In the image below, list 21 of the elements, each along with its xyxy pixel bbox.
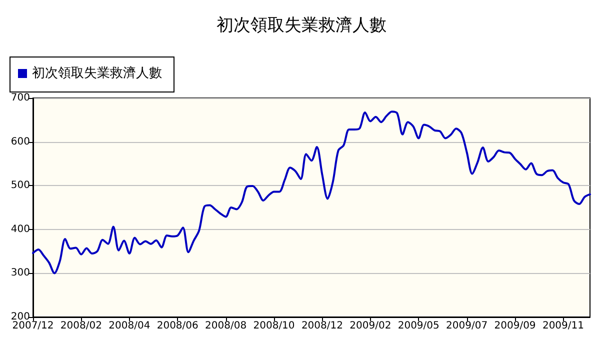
x-tick-label: 2009/11	[542, 320, 584, 332]
x-tick-label: 2009/05	[398, 320, 440, 332]
x-tick-label: 2007/12	[12, 320, 54, 332]
x-tick-label: 2008/12	[301, 320, 343, 332]
x-tick-label: 2009/07	[446, 320, 488, 332]
y-tick-label: 300	[10, 268, 30, 279]
x-tick-label: 2009/09	[494, 320, 536, 332]
x-tick-label: 2009/02	[350, 320, 392, 332]
y-tick-label: 200	[10, 312, 30, 322]
x-tick-label: 2008/06	[156, 320, 198, 332]
y-tick-label: 700	[10, 92, 30, 104]
legend-label: 初次領取失業救濟人數	[32, 66, 162, 81]
chart-title: 初次領取失業救濟人數	[216, 16, 386, 36]
line-series	[32, 110, 591, 274]
x-tick-label: 2008/10	[253, 320, 295, 332]
x-tick-label: 2008/04	[108, 320, 150, 332]
y-tick-label: 600	[10, 136, 30, 148]
x-tick-label: 2008/02	[60, 320, 102, 332]
y-tick-label: 400	[10, 224, 30, 235]
y-tick-label: 500	[10, 180, 30, 192]
x-tick-label: 2008/08	[205, 320, 247, 332]
